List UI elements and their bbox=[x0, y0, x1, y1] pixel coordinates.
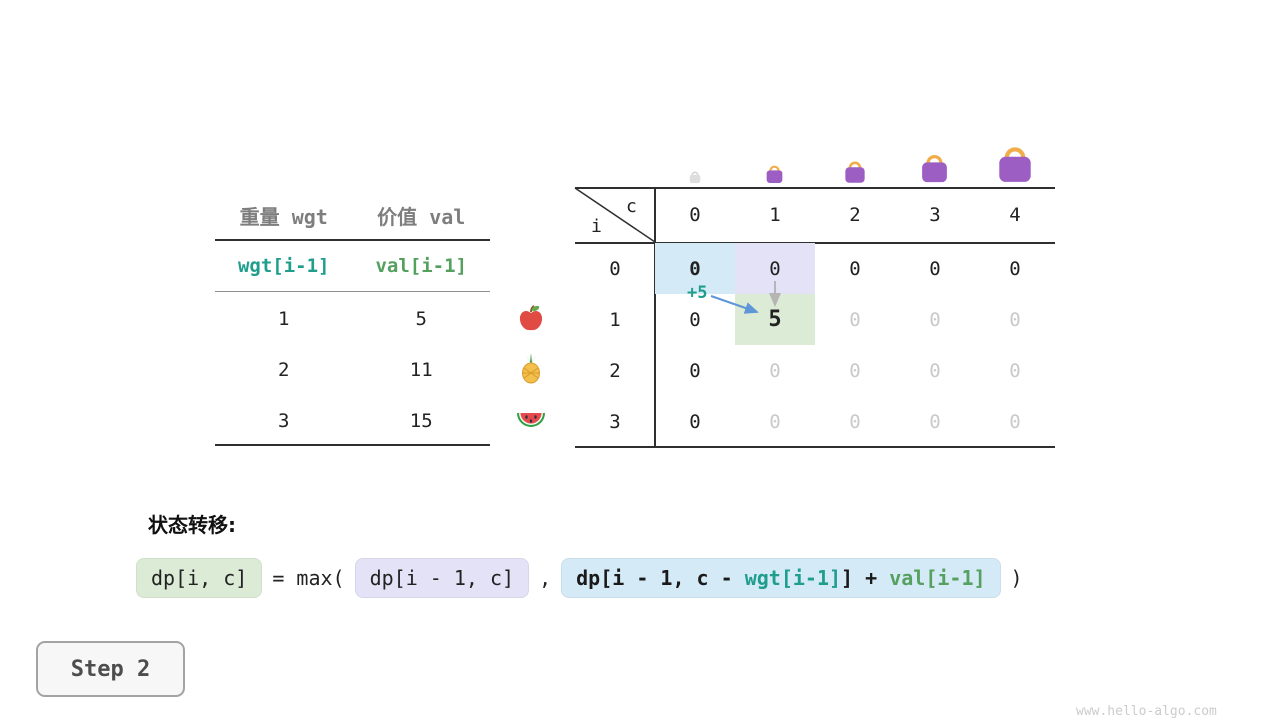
formula-comma: , bbox=[539, 566, 552, 590]
wgt-var-label: wgt[i-1] bbox=[237, 255, 330, 277]
items-table-header: 重量 wgt 价值 val bbox=[215, 190, 490, 240]
dp-cell-2-0: 0 bbox=[689, 359, 701, 382]
formula-option-take: dp[i - 1, c - wgt[i-1]] + val[i-1] bbox=[561, 558, 1001, 598]
dp-row-headers: 0 1 2 3 bbox=[575, 243, 655, 447]
formula-take-part2: ] + bbox=[841, 566, 890, 590]
dp-cell-0-2: 0 bbox=[849, 257, 861, 280]
formula-take-part1: dp[i - 1, c - bbox=[576, 566, 745, 590]
dp-cell-0-0: 0 bbox=[655, 243, 735, 294]
dp-vertical-border bbox=[654, 187, 656, 448]
items-table-var-row: wgt[i-1] val[i-1] bbox=[215, 241, 490, 291]
dp-cell-3-2: 0 bbox=[849, 410, 861, 433]
items-bottom-divider bbox=[215, 444, 490, 446]
corner-col-label: c bbox=[626, 196, 637, 217]
items-header-divider bbox=[215, 239, 490, 241]
item-1-weight: 1 bbox=[278, 307, 290, 330]
transition-value-annotation: +5 bbox=[687, 283, 708, 303]
item-2-value: 11 bbox=[409, 358, 433, 381]
formula-option-skip: dp[i - 1, c] bbox=[354, 558, 530, 598]
bag-icon-capacity-0 bbox=[689, 171, 701, 184]
dp-cell-1-3: 0 bbox=[929, 308, 941, 331]
dp-col-header-0: 0 bbox=[689, 203, 701, 226]
dp-col-header-3: 3 bbox=[929, 203, 941, 226]
apple-icon bbox=[519, 305, 543, 331]
dp-cell-2-4: 0 bbox=[1009, 359, 1021, 382]
watermelon-icon bbox=[517, 413, 545, 427]
dp-bottom-border bbox=[575, 446, 1055, 448]
dp-row-header-0: 0 bbox=[609, 257, 621, 280]
dp-row-header-1: 1 bbox=[609, 308, 621, 331]
dp-top-border bbox=[575, 187, 1055, 189]
items-var-divider bbox=[215, 291, 490, 292]
dp-cell-2-3: 0 bbox=[929, 359, 941, 382]
corner-row-label: i bbox=[591, 216, 602, 237]
dp-cell-1-0: 0 bbox=[689, 308, 701, 331]
state-transition-formula: dp[i, c] = max( dp[i - 1, c] , dp[i - 1,… bbox=[136, 558, 1023, 598]
bag-icon-capacity-4 bbox=[999, 147, 1031, 182]
items-col-weight-label: 重量 wgt bbox=[239, 204, 328, 229]
items-row-3: 3 15 bbox=[215, 395, 490, 446]
dp-cell-3-1: 0 bbox=[769, 410, 781, 433]
state-transition-label: 状态转移: bbox=[148, 513, 236, 537]
item-3-weight: 3 bbox=[278, 409, 290, 432]
dp-row-header-3: 3 bbox=[609, 410, 621, 433]
dp-col-headers: 0 1 2 3 4 bbox=[655, 187, 1055, 242]
dp-col-header-1: 1 bbox=[769, 203, 781, 226]
dp-cell-1-2: 0 bbox=[849, 308, 861, 331]
item-2-weight: 2 bbox=[278, 358, 290, 381]
dp-row-header-2: 2 bbox=[609, 359, 621, 382]
dp-header-border bbox=[575, 242, 1055, 244]
items-row-1: 1 5 bbox=[215, 293, 490, 344]
bag-icon-capacity-2 bbox=[845, 161, 865, 183]
site-watermark: www.hello-algo.com bbox=[1076, 704, 1217, 719]
items-row-2: 2 11 bbox=[215, 344, 490, 395]
item-1-value: 5 bbox=[415, 307, 427, 330]
corner-diagonal bbox=[574, 187, 656, 243]
item-3-value: 15 bbox=[409, 409, 433, 432]
dp-cell-0-3: 0 bbox=[929, 257, 941, 280]
dp-cell-0-1: 0 bbox=[735, 243, 815, 294]
formula-take-wgt: wgt[i-1] bbox=[744, 566, 842, 590]
formula-take-val: val[i-1] bbox=[889, 566, 986, 590]
bag-icon-capacity-3 bbox=[922, 154, 947, 183]
dp-col-header-2: 2 bbox=[849, 203, 861, 226]
formula-close-paren: ) bbox=[1010, 566, 1023, 590]
dp-cell-1-1: 5 bbox=[735, 294, 815, 345]
dp-cell-1-4: 0 bbox=[1009, 308, 1021, 331]
pineapple-icon bbox=[522, 353, 540, 384]
dp-cell-2-1: 0 bbox=[769, 359, 781, 382]
dp-col-header-4: 4 bbox=[1009, 203, 1021, 226]
dp-cell-2-2: 0 bbox=[849, 359, 861, 382]
formula-eq-max: = max( bbox=[272, 566, 345, 590]
formula-dp-current: dp[i, c] bbox=[136, 558, 263, 598]
dp-cell-3-0: 0 bbox=[689, 410, 701, 433]
val-var-label: val[i-1] bbox=[375, 255, 467, 277]
step-indicator[interactable]: Step 2 bbox=[36, 641, 185, 697]
dp-cell-3-3: 0 bbox=[929, 410, 941, 433]
items-col-value-label: 价值 val bbox=[377, 204, 466, 229]
dp-cell-0-4: 0 bbox=[1009, 257, 1021, 280]
bag-icon-capacity-1 bbox=[766, 165, 783, 183]
dp-cell-3-4: 0 bbox=[1009, 410, 1021, 433]
